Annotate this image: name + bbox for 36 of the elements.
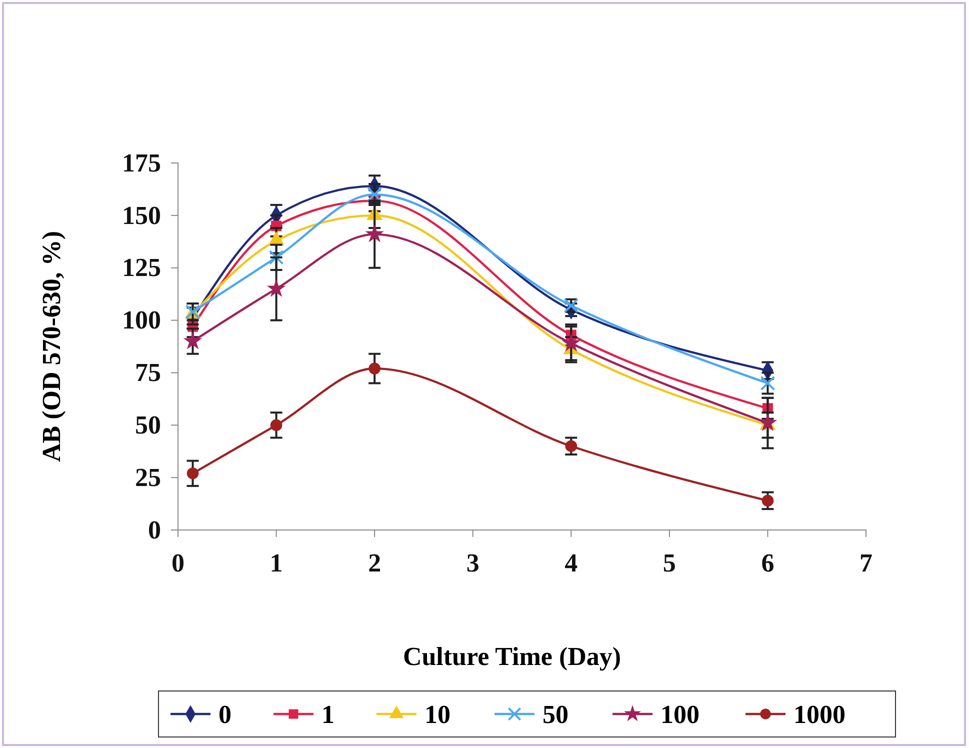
x-tick-label: 1 xyxy=(270,548,283,578)
point xyxy=(270,419,282,432)
point xyxy=(760,376,776,391)
x-axis-title: Culture Time (Day) xyxy=(402,642,622,671)
y-tick-label: 100 xyxy=(122,306,161,335)
point xyxy=(186,467,199,480)
y-tick-label: 125 xyxy=(122,253,161,282)
y-tick-label: 75 xyxy=(135,358,161,388)
point xyxy=(565,440,578,452)
legend-label: 1 xyxy=(322,700,334,729)
y-tick-label: 25 xyxy=(135,462,161,492)
point xyxy=(266,278,286,297)
point xyxy=(367,187,382,202)
y-tick-label: 50 xyxy=(135,410,161,440)
y-tick-label: 0 xyxy=(148,515,161,544)
legend-label: 1000 xyxy=(794,700,846,729)
y-tick-label: 175 xyxy=(122,148,161,178)
legend-label: 100 xyxy=(660,700,700,729)
point xyxy=(368,362,380,374)
x-tick-label: 7 xyxy=(860,548,872,578)
legend-label: 10 xyxy=(424,700,450,729)
x-tick-label: 6 xyxy=(761,548,774,578)
x-tick-label: 0 xyxy=(172,548,184,578)
point xyxy=(268,250,284,265)
legend-label: 50 xyxy=(542,700,568,729)
x-tick-label: 5 xyxy=(662,548,676,578)
point xyxy=(562,333,581,352)
legend-label: 0 xyxy=(218,700,232,729)
y-axis-title: AB (OD 570-630, %) xyxy=(37,230,66,462)
x-tick-label: 3 xyxy=(466,548,480,578)
y-tick-label: 150 xyxy=(122,200,161,230)
point xyxy=(183,331,202,350)
x-tick-label: 2 xyxy=(368,548,382,578)
point xyxy=(762,494,774,507)
x-tick-label: 4 xyxy=(564,548,578,578)
point xyxy=(365,224,384,242)
